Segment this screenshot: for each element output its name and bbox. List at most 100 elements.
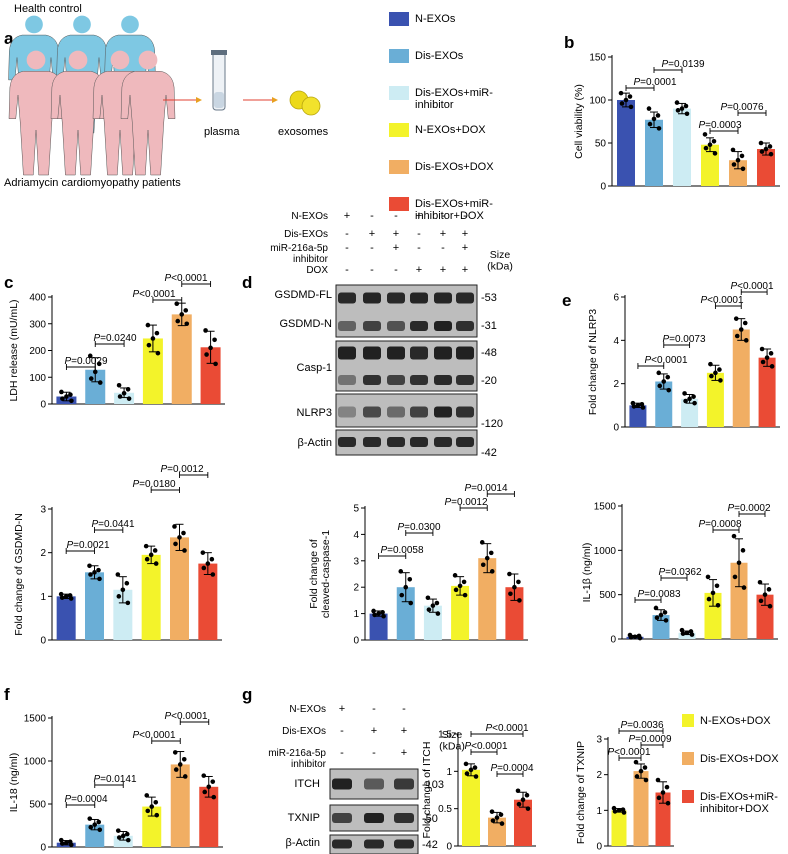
data-point bbox=[92, 822, 98, 827]
person-body bbox=[120, 71, 176, 176]
data-point bbox=[143, 543, 149, 549]
data-point bbox=[407, 576, 413, 582]
data-point bbox=[713, 370, 718, 376]
data-point bbox=[632, 634, 638, 640]
data-point bbox=[635, 403, 641, 408]
health-control-label: Health control bbox=[14, 3, 82, 15]
condition-mark: - bbox=[463, 210, 467, 222]
data-point bbox=[706, 596, 712, 602]
legend-label: N-EXOs+DOX bbox=[700, 715, 771, 727]
blot-band bbox=[387, 321, 405, 331]
size-marker: -42 bbox=[422, 839, 438, 851]
data-point bbox=[731, 162, 737, 167]
data-point bbox=[59, 389, 64, 395]
y-tick-label: 3 bbox=[353, 556, 359, 567]
blot-membrane bbox=[335, 393, 478, 428]
blot-band bbox=[434, 292, 452, 304]
condition-mark: + bbox=[393, 228, 399, 240]
person-head bbox=[110, 50, 130, 70]
data-point bbox=[376, 611, 381, 616]
y-tick-label: 1 bbox=[596, 806, 602, 817]
bar bbox=[141, 554, 161, 640]
data-point bbox=[494, 815, 500, 820]
data-point bbox=[155, 350, 161, 356]
legend-label: Dis-EXOs+miR-inhibitor+DOX bbox=[415, 198, 493, 222]
patients-label: Adriamycin cardiomyopathy patients bbox=[4, 177, 181, 189]
person-head bbox=[138, 50, 158, 70]
blot-band bbox=[363, 437, 381, 447]
data-point bbox=[638, 768, 644, 774]
data-point bbox=[515, 788, 521, 794]
data-point bbox=[125, 600, 131, 606]
data-point bbox=[480, 562, 486, 568]
chart-il18: 0 500 1000 1500 IL-18 (ng/ml) P=0.0004 P=0.014… bbox=[8, 711, 223, 854]
data-point bbox=[642, 765, 648, 770]
data-point bbox=[116, 835, 122, 840]
blot-band bbox=[456, 292, 474, 304]
person-head bbox=[25, 15, 43, 34]
y-tick-label: 2 bbox=[596, 770, 602, 781]
data-point bbox=[434, 600, 440, 606]
data-point bbox=[203, 328, 208, 333]
legend-swatch bbox=[682, 714, 694, 727]
data-point bbox=[683, 103, 689, 109]
bar bbox=[681, 398, 699, 427]
bar bbox=[199, 786, 219, 847]
data-point bbox=[758, 140, 764, 146]
blot-band bbox=[434, 321, 452, 331]
data-point bbox=[144, 793, 150, 798]
blot-band bbox=[387, 375, 405, 385]
person-head bbox=[121, 15, 139, 34]
data-point bbox=[612, 809, 618, 814]
data-point bbox=[87, 816, 93, 821]
y-tick-label: 4 bbox=[613, 336, 619, 347]
y-tick-label: 5 bbox=[353, 504, 359, 515]
person-head bbox=[26, 50, 46, 70]
data-point bbox=[520, 797, 526, 803]
data-point bbox=[479, 540, 485, 545]
condition-mark: + bbox=[416, 210, 422, 222]
condition-mark: - bbox=[340, 747, 344, 759]
data-point bbox=[763, 146, 769, 152]
data-point bbox=[489, 569, 495, 574]
data-point bbox=[144, 556, 150, 562]
y-tick-label: 2 bbox=[40, 548, 46, 559]
p-value-label: P=0.0083 bbox=[637, 589, 681, 600]
data-point bbox=[508, 591, 513, 597]
protein-label: TXNIP bbox=[288, 812, 320, 824]
y-tick-label: 2 bbox=[613, 379, 619, 390]
data-point bbox=[657, 383, 663, 389]
chart-cleaved-caspase-fold: 0 1 2 3 4 5 Fold change ofcleaved-caspase-1 P=0… bbox=[308, 483, 528, 647]
data-point bbox=[126, 396, 132, 401]
data-point bbox=[742, 320, 748, 326]
p-value-label: P=0.0073 bbox=[662, 334, 706, 345]
bar bbox=[514, 799, 532, 846]
condition-label: N-EXOs bbox=[289, 704, 326, 715]
data-point bbox=[646, 106, 652, 111]
size-header: Size (kDa) bbox=[487, 249, 513, 273]
data-point bbox=[692, 400, 697, 406]
data-point bbox=[703, 145, 709, 151]
data-point bbox=[655, 777, 661, 783]
condition-mark: - bbox=[370, 242, 374, 254]
data-point bbox=[408, 600, 414, 606]
p-value-label: P=0.0014 bbox=[464, 483, 508, 494]
legend-swatch bbox=[389, 12, 409, 26]
data-point bbox=[172, 524, 177, 529]
data-point bbox=[730, 147, 736, 153]
panel-a: Health control Adriamycin cardiomyopathy… bbox=[4, 3, 329, 189]
blot-band bbox=[363, 346, 381, 360]
data-point bbox=[734, 333, 740, 339]
p-value-label: P=0.0029 bbox=[64, 356, 108, 367]
blot-band bbox=[410, 375, 428, 385]
condition-mark: - bbox=[345, 228, 349, 240]
condition-mark: + bbox=[393, 242, 399, 254]
data-point bbox=[426, 607, 432, 612]
bar bbox=[673, 108, 691, 186]
data-point bbox=[205, 561, 211, 566]
condition-label: Dis-EXOs bbox=[282, 726, 326, 737]
p-value-label: P=0.0076 bbox=[720, 102, 764, 113]
data-point bbox=[768, 151, 774, 157]
data-point bbox=[490, 818, 496, 823]
condition-mark: - bbox=[372, 703, 376, 715]
